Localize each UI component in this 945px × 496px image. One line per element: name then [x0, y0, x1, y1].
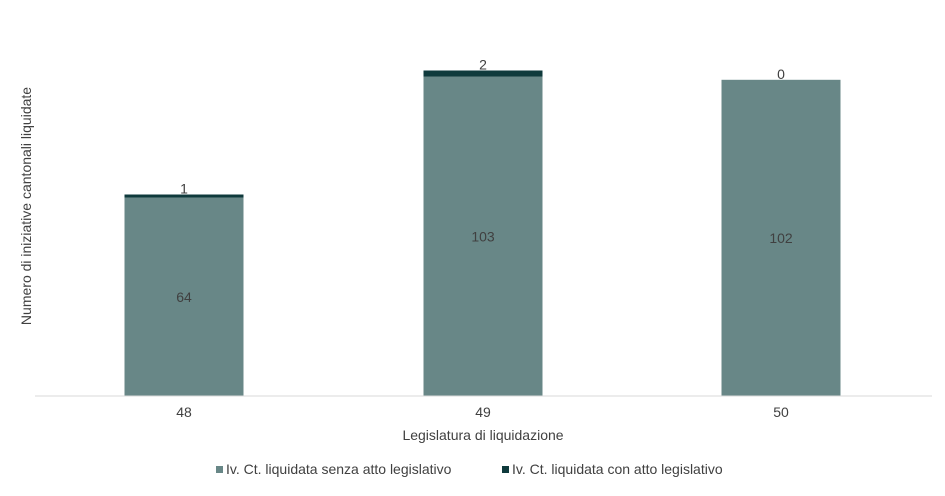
data-label-con-atto-50: 0	[777, 66, 785, 82]
x-tick-labels: 48 49 50	[176, 404, 789, 420]
x-tick-label-48: 48	[176, 404, 192, 420]
data-label-senza-atto-49: 103	[471, 228, 495, 244]
bar-senza-atto-50	[721, 79, 841, 397]
data-label-con-atto-48: 1	[180, 181, 188, 197]
bar-senza-atto-48	[124, 197, 244, 396]
bars	[124, 70, 841, 397]
bar-con-atto-48	[124, 194, 244, 198]
data-label-senza-atto-50: 102	[769, 230, 793, 246]
data-labels: 64 1 103 2 102 0	[176, 57, 793, 305]
data-label-con-atto-49: 2	[479, 57, 487, 73]
x-tick-label-49: 49	[475, 404, 491, 420]
x-tick-label-50: 50	[773, 404, 789, 420]
y-axis-title: Numero di iniziative cantonali liquidate	[18, 87, 34, 325]
legend-label-senza-atto: Iv. Ct. liquidata senza atto legislativo	[226, 461, 452, 477]
bar-con-atto-49	[423, 70, 543, 77]
bar-senza-atto-49	[423, 76, 543, 396]
legend-label-con-atto: Iv. Ct. liquidata con atto legislativo	[512, 461, 723, 477]
legend: Iv. Ct. liquidata senza atto legislativo…	[216, 461, 723, 477]
x-axis-title: Legislatura di liquidazione	[402, 427, 563, 443]
legend-swatch-senza-atto	[216, 466, 223, 473]
data-label-senza-atto-48: 64	[176, 289, 192, 305]
legend-swatch-con-atto	[502, 466, 509, 473]
